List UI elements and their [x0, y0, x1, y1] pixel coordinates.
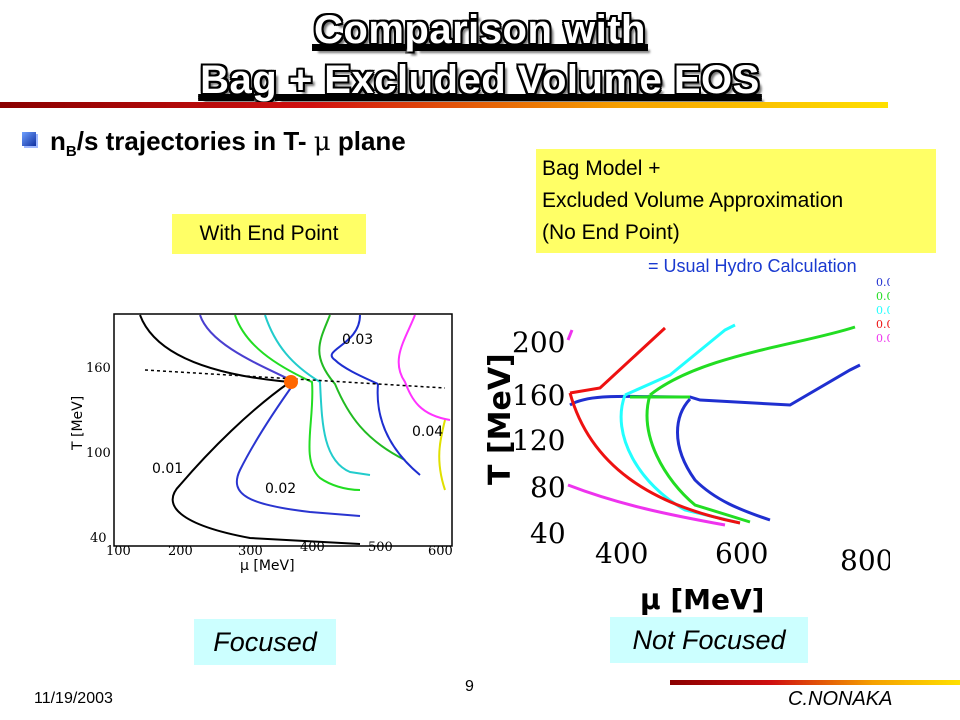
curve-006-lower: [676, 397, 771, 522]
right-trajectory-plot: 0.06 0.05 0.04 0.03 0.02 200 160 120 80 …: [483, 276, 890, 616]
curve-yellow: [438, 419, 446, 491]
right-xtick-800: 800: [840, 544, 890, 577]
subtitle: nB/s trajectories in T- μ plane: [50, 126, 406, 161]
left-xtick-600: 600: [428, 544, 453, 559]
left-xtick-300: 300: [238, 544, 263, 559]
left-xtick-400: 400: [300, 540, 325, 555]
legend-002: 0.02: [876, 332, 890, 345]
bag-model-line-1: Bag Model +: [542, 157, 661, 180]
legend-003: 0.03: [876, 318, 890, 331]
bag-model-line-2: Excluded Volume Approximation: [542, 189, 844, 212]
curve-003-upper: [569, 326, 667, 395]
label-003: 0.03: [342, 332, 373, 348]
curve-006-upper: [569, 363, 861, 407]
left-xlabel: μ [MeV]: [240, 558, 295, 574]
label-004: 0.04: [412, 424, 443, 440]
right-ytick-40: 40: [530, 517, 566, 550]
curve-005-lower: [645, 394, 751, 524]
left-xtick-500: 500: [368, 540, 393, 555]
footer-bar: [670, 680, 960, 685]
right-xlabel: μ [MeV]: [640, 583, 764, 616]
curve-002-lower: [567, 483, 726, 527]
left-trajectory-plot: 0.03 0.04 0.01 0.02 160 100 40 T [MeV] 1…: [70, 313, 453, 574]
bag-model-box: Bag Model + Excluded Volume Approximatio…: [536, 149, 936, 253]
curve-001-lower: [171, 381, 361, 545]
right-xtick-400: 400: [595, 537, 648, 570]
left-ytick-100: 100: [86, 446, 111, 461]
footer-author: C.NONAKA: [788, 688, 893, 710]
title-line-2: Bag + Excluded Volume EOS: [200, 58, 760, 102]
with-end-point-box: With End Point: [172, 214, 366, 254]
left-ytick-160: 160: [86, 361, 111, 376]
title-line-1: Comparison with: [314, 8, 646, 52]
curve-005-upper: [649, 325, 856, 397]
left-xtick-200: 200: [168, 544, 193, 559]
title-underline-bar: [0, 102, 888, 108]
curve-003-green: [234, 314, 361, 491]
label-001: 0.01: [152, 461, 183, 477]
right-ylabel: T [MeV]: [483, 353, 518, 485]
left-xtick-100: 100: [106, 544, 131, 559]
legend-005: 0.05: [876, 290, 890, 303]
focused-box: Focused: [194, 619, 336, 665]
bullet-icon: [22, 132, 36, 146]
curve-cyan: [264, 314, 371, 476]
curve-004-upper: [624, 323, 736, 397]
footer-date: 11/19/2003: [34, 690, 113, 707]
right-xtick-600: 600: [715, 537, 768, 570]
curve-blue-2-lower: [376, 383, 421, 476]
usual-hydro-text: = Usual Hydro Calculation: [648, 256, 857, 276]
curve-001-upper: [139, 314, 291, 383]
legend-006: 0.06: [876, 276, 890, 289]
left-plot-frame: [113, 313, 453, 547]
right-ytick-200: 200: [512, 326, 565, 359]
not-focused-box: Not Focused: [610, 617, 808, 663]
critical-end-point: [284, 375, 298, 389]
label-002: 0.02: [265, 481, 296, 497]
left-ytick-40: 40: [90, 531, 107, 546]
legend-004: 0.04: [876, 304, 890, 317]
bag-model-line-3: (No End Point): [542, 221, 680, 244]
right-ytick-160: 160: [512, 379, 565, 412]
curve-002-upper: [566, 329, 574, 341]
right-ytick-80: 80: [530, 471, 566, 504]
curve-magenta: [397, 314, 451, 421]
curve-002-upper: [199, 314, 296, 383]
curve-003-lower: [568, 392, 741, 525]
curve-blue-2: [330, 314, 379, 385]
curve-green-2: [318, 314, 406, 461]
right-ytick-120: 120: [512, 424, 565, 457]
left-ylabel: T [MeV]: [70, 396, 86, 451]
footer-page-number: 9: [465, 678, 474, 695]
curve-002-lower: [235, 381, 361, 517]
